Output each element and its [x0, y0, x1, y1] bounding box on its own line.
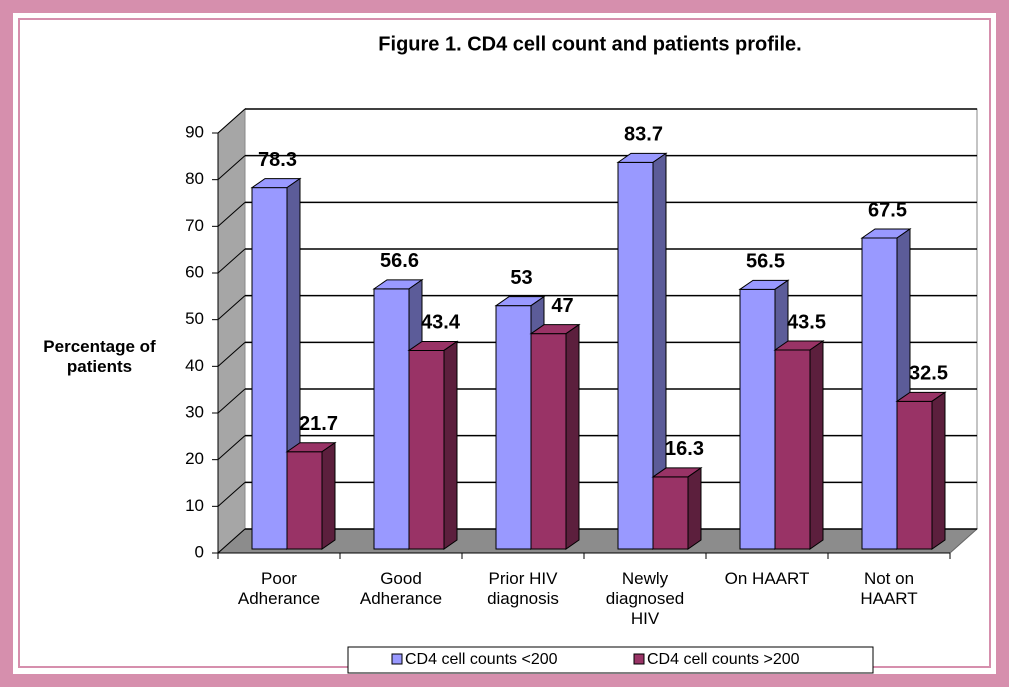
y-tick-label: 0: [195, 542, 204, 561]
bar: [285, 441, 337, 550]
bar-side: [931, 391, 946, 550]
grid-line: [217, 155, 246, 181]
value-label: 56.5: [746, 251, 785, 273]
value-label: 67.5: [868, 199, 907, 221]
legend-label: CD4 cell counts <200: [405, 651, 558, 668]
y-tick-label: 60: [185, 262, 204, 281]
bar-side: [687, 466, 702, 550]
y-tick-label: 50: [185, 309, 204, 328]
value-label: 21.7: [299, 413, 338, 435]
bar-front: [373, 288, 410, 550]
value-label: 43.5: [787, 311, 826, 333]
bar-front: [495, 305, 532, 550]
grid-line: [217, 201, 246, 227]
bar-front: [408, 349, 445, 550]
y-tick-label: 10: [185, 496, 204, 515]
y-tick-label: 30: [185, 402, 204, 421]
value-label: 43.4: [421, 312, 461, 334]
grid-line: [217, 341, 246, 367]
value-label: 56.6: [380, 250, 419, 272]
x-tick-label: Poor Adherance: [237, 569, 321, 608]
x-tick-label: On HAART: [724, 569, 810, 588]
bar-side: [809, 340, 824, 550]
legend-label: CD4 cell counts >200: [647, 651, 800, 668]
y-tick-label: 20: [185, 449, 204, 468]
value-label: 32.5: [909, 363, 948, 385]
bar-front: [286, 451, 323, 550]
bar-side: [565, 323, 580, 550]
grid-line: [217, 388, 246, 414]
y-tick-label: 70: [185, 216, 204, 235]
grid-line: [217, 295, 246, 321]
bar-front: [617, 161, 654, 550]
y-tick-label: 40: [185, 356, 204, 375]
x-tick-label: Not on HAART: [860, 569, 918, 608]
y-tick-label: 90: [185, 122, 204, 141]
value-label: 53: [510, 267, 532, 289]
grid-line: [217, 108, 246, 134]
y-tick-label: 80: [185, 169, 204, 188]
chart-title: Figure 1. CD4 cell count and patients pr…: [378, 33, 801, 55]
bar-side: [321, 441, 336, 550]
bar: [895, 391, 947, 550]
legend-box: [347, 646, 874, 674]
grid-line: [217, 435, 246, 461]
value-label: 47: [551, 295, 573, 317]
bar-front: [530, 333, 567, 550]
x-tick-label: Newly diagnosed HIV: [605, 569, 685, 628]
bar: [860, 228, 912, 550]
bar: [651, 466, 703, 550]
grid-line: [217, 248, 246, 274]
grid-line: [217, 528, 246, 554]
bar: [529, 323, 581, 550]
y-axis-label: Percentage of patients: [43, 337, 156, 376]
bar-front: [739, 288, 776, 550]
value-label: 78.3: [258, 149, 297, 171]
bar: [494, 295, 546, 550]
x-tick-label: Good Adherance: [359, 569, 443, 608]
bar-front: [652, 476, 689, 550]
value-label: 83.7: [624, 124, 663, 146]
legend-swatch: [391, 653, 403, 665]
x-tick-label: Prior HIV diagnosis: [487, 569, 559, 608]
legend-swatch: [633, 653, 645, 665]
bar: [407, 340, 459, 550]
grid-line: [217, 481, 246, 507]
bar-front: [251, 187, 288, 550]
bar: [773, 340, 825, 550]
bar-side: [443, 340, 458, 550]
bar: [250, 177, 302, 550]
bar-front: [774, 349, 811, 550]
bar-front: [896, 400, 933, 550]
value-label: 16.3: [665, 438, 704, 460]
bar-front: [861, 237, 898, 550]
